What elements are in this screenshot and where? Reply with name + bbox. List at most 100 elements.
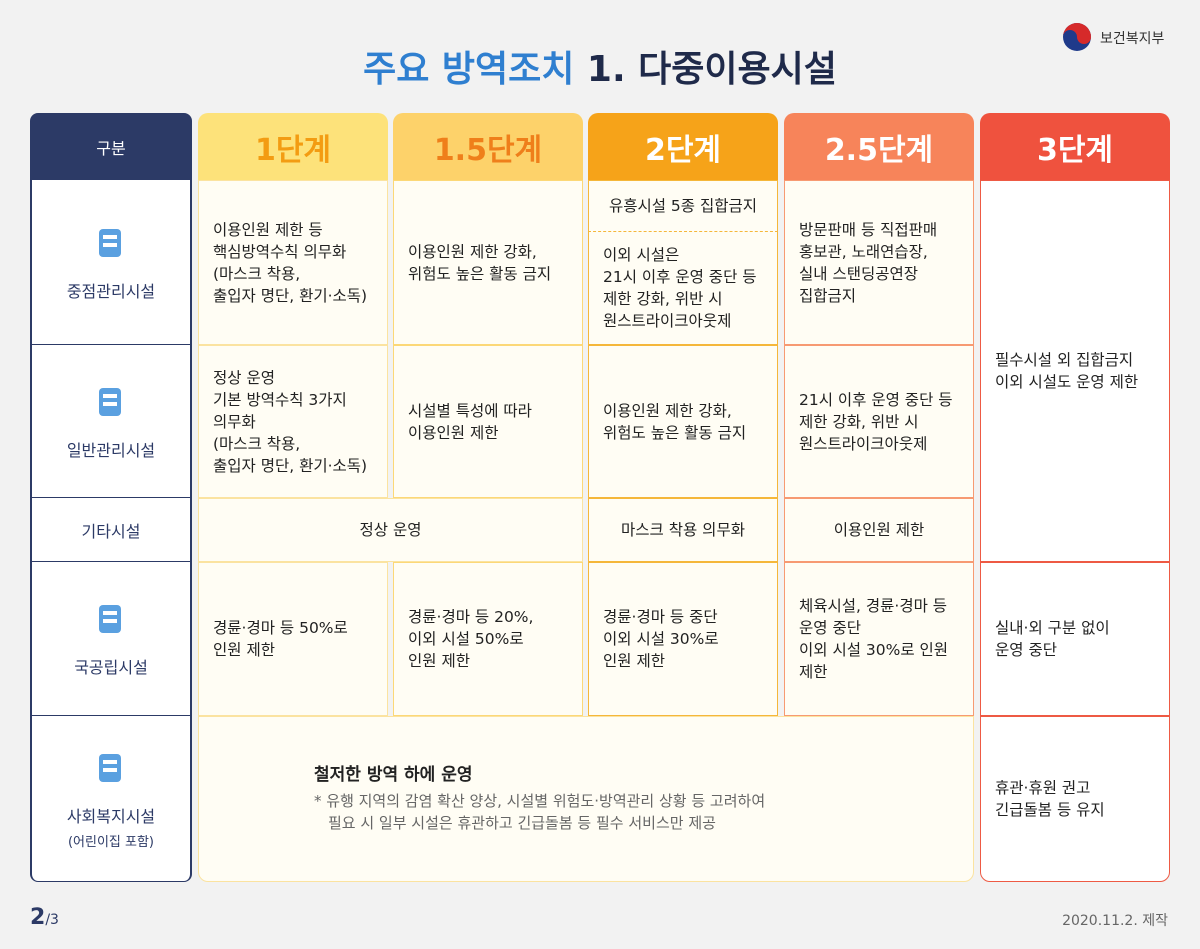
cell-line: 긴급돌봄 등 유지 [995,801,1105,819]
cell: 이용인원 제한 [784,498,974,562]
cell-line: 시설별 특성에 따라 [408,401,532,420]
cell-line: 휴관·휴원 권고 [995,779,1091,797]
cell-line: 홍보관, 노래연습장, [799,242,928,261]
cell-line: 위험도 높은 활동 금지 [408,264,552,283]
cell-line: 경륜·경마 등 20%, [408,608,534,626]
row-label-sub: (어린이집 포함) [67,834,155,850]
column-header: 2.5단계 [784,113,974,180]
row-label: 국공립시설 [30,562,192,716]
row-label-text: 중점관리시설 [66,281,156,301]
corner: 구분 [30,113,192,180]
row-label: 기타시설 [30,498,192,562]
cell-line: 이용인원 제한 강화, [408,242,537,261]
column-header: 3단계 [980,113,1170,180]
cell-line: 경륜·경마 등 중단 [603,608,718,626]
row-icon [91,599,131,646]
cell-line: 제한 [799,663,828,681]
cell-line: 정상 운영 [213,368,275,387]
page-total: /3 [45,912,59,928]
cell-line: 이용인원 제한 [833,521,925,539]
title-highlight: 주요 방역조치 [363,49,575,90]
cell-line: 제한 강화, 위반 시 [799,412,919,431]
cell-line: 출입자 명단, 환기·소독) [213,286,368,305]
column-header: 2단계 [588,113,778,180]
cell: 유흥시설 5종 집합금지 [588,180,778,232]
cell-line: 21시 이후 운영 중단 등 [603,268,757,286]
cell-line: 유흥시설 5종 집합금지 [608,197,758,215]
cell-line: (마스크 착용, [213,434,301,453]
row-label: 사회복지시설 (어린이집 포함) [30,716,192,882]
cell: 이용인원 제한 강화, 위험도 높은 활동 금지 [588,345,778,498]
title: 주요 방역조치 1. 다중이용시설 [0,40,1200,92]
row-label-text: 국공립시설 [74,658,148,677]
cell-note: * 유행 지역의 감염 확산 양상, 시설별 위험도·방역관리 상황 등 고려하… [314,792,766,810]
ministry-logo [1063,23,1091,51]
cell-line: 출입자 명단, 환기·소독) [213,456,368,475]
cell-line: 의무화 [213,412,256,431]
cell-line: 원스트라이크아웃제 [799,434,928,453]
cell-line: 이외 시설 50%로 [408,630,524,648]
cell-line: 인원 제한 [603,652,665,670]
column-header: 1.5단계 [393,113,583,180]
cell-line: 이용인원 제한 [408,423,499,442]
page-number: 2/3 [30,905,59,930]
ministry: 보건복지부 [1100,31,1165,47]
cell-line: 집합금지 [799,286,857,305]
cell: 정상 운영 [198,498,583,562]
cell-line: 인원 제한 [408,652,470,670]
cell-line: 경륜·경마 등 50%로 [213,619,348,637]
row-label: 중점관리시설 [30,180,192,345]
cell-line: 이외 시설 30%로 [603,630,719,648]
cell-line: 운영 중단 [995,641,1057,659]
cell-line: 이외 시설도 운영 제한 [995,373,1139,391]
cell-line: 필수시설 외 집합금지 [995,351,1134,369]
cell-line: 원스트라이크아웃제 [603,312,732,330]
cell-line: 철저한 방역 하에 운영 [314,765,473,785]
cell-line: 제한 강화, 위반 시 [603,290,723,308]
row-icon [91,382,131,429]
row-label-text: 사회복지시설 [66,806,156,826]
cell-line: 이용인원 제한 강화, [603,401,732,420]
cell-line: 정상 운영 [359,521,422,539]
cell-line: 체육시설, 경륜·경마 등 [799,597,948,615]
cell: 방문판매 등 직접판매 홍보관, 노래연습장, 실내 스탠딩공연장 집합금지 [784,180,974,345]
column-header: 1단계 [198,113,388,180]
cell-line: 실내 스탠딩공연장 [799,264,919,283]
row-label-text: 기타시설 [81,521,141,541]
cell-line: 기본 방역수칙 3가지 [213,390,347,409]
cell-note: 필요 시 일부 시설은 휴관하고 긴급돌봄 등 필수 서비스만 제공 [328,814,716,832]
cell-line: 운영 중단 [799,619,861,637]
cell-line: 핵심방역수칙 의무화 [213,242,347,261]
cell-line: 이외 시설은 [603,246,680,264]
row-label-text: 일반관리시설 [66,440,156,460]
cell-line: (마스크 착용, [213,264,301,283]
cell: 철저한 방역 하에 운영 * 유행 지역의 감염 확산 양상, 시설별 위험도·방… [198,716,974,882]
page-current: 2 [30,905,46,930]
cell-line: 마스크 착용 의무화 [621,521,745,539]
cell-line: 이외 시설 30%로 인원 [799,641,949,659]
row-label: 일반관리시설 [30,345,192,498]
row-icon [91,748,131,795]
cell-line: 21시 이후 운영 중단 등 [799,390,953,409]
cell: 이용인원 제한 강화, 위험도 높은 활동 금지 [393,180,583,345]
cell-line: 인원 제한 [213,641,275,659]
cell-line: 실내·외 구분 없이 [995,619,1110,637]
cell: 마스크 착용 의무화 [588,498,778,562]
cell-line: 위험도 높은 활동 금지 [603,423,747,442]
title-rest: 1. 다중이용시설 [586,49,837,90]
cell-line: 이용인원 제한 등 [213,220,323,239]
